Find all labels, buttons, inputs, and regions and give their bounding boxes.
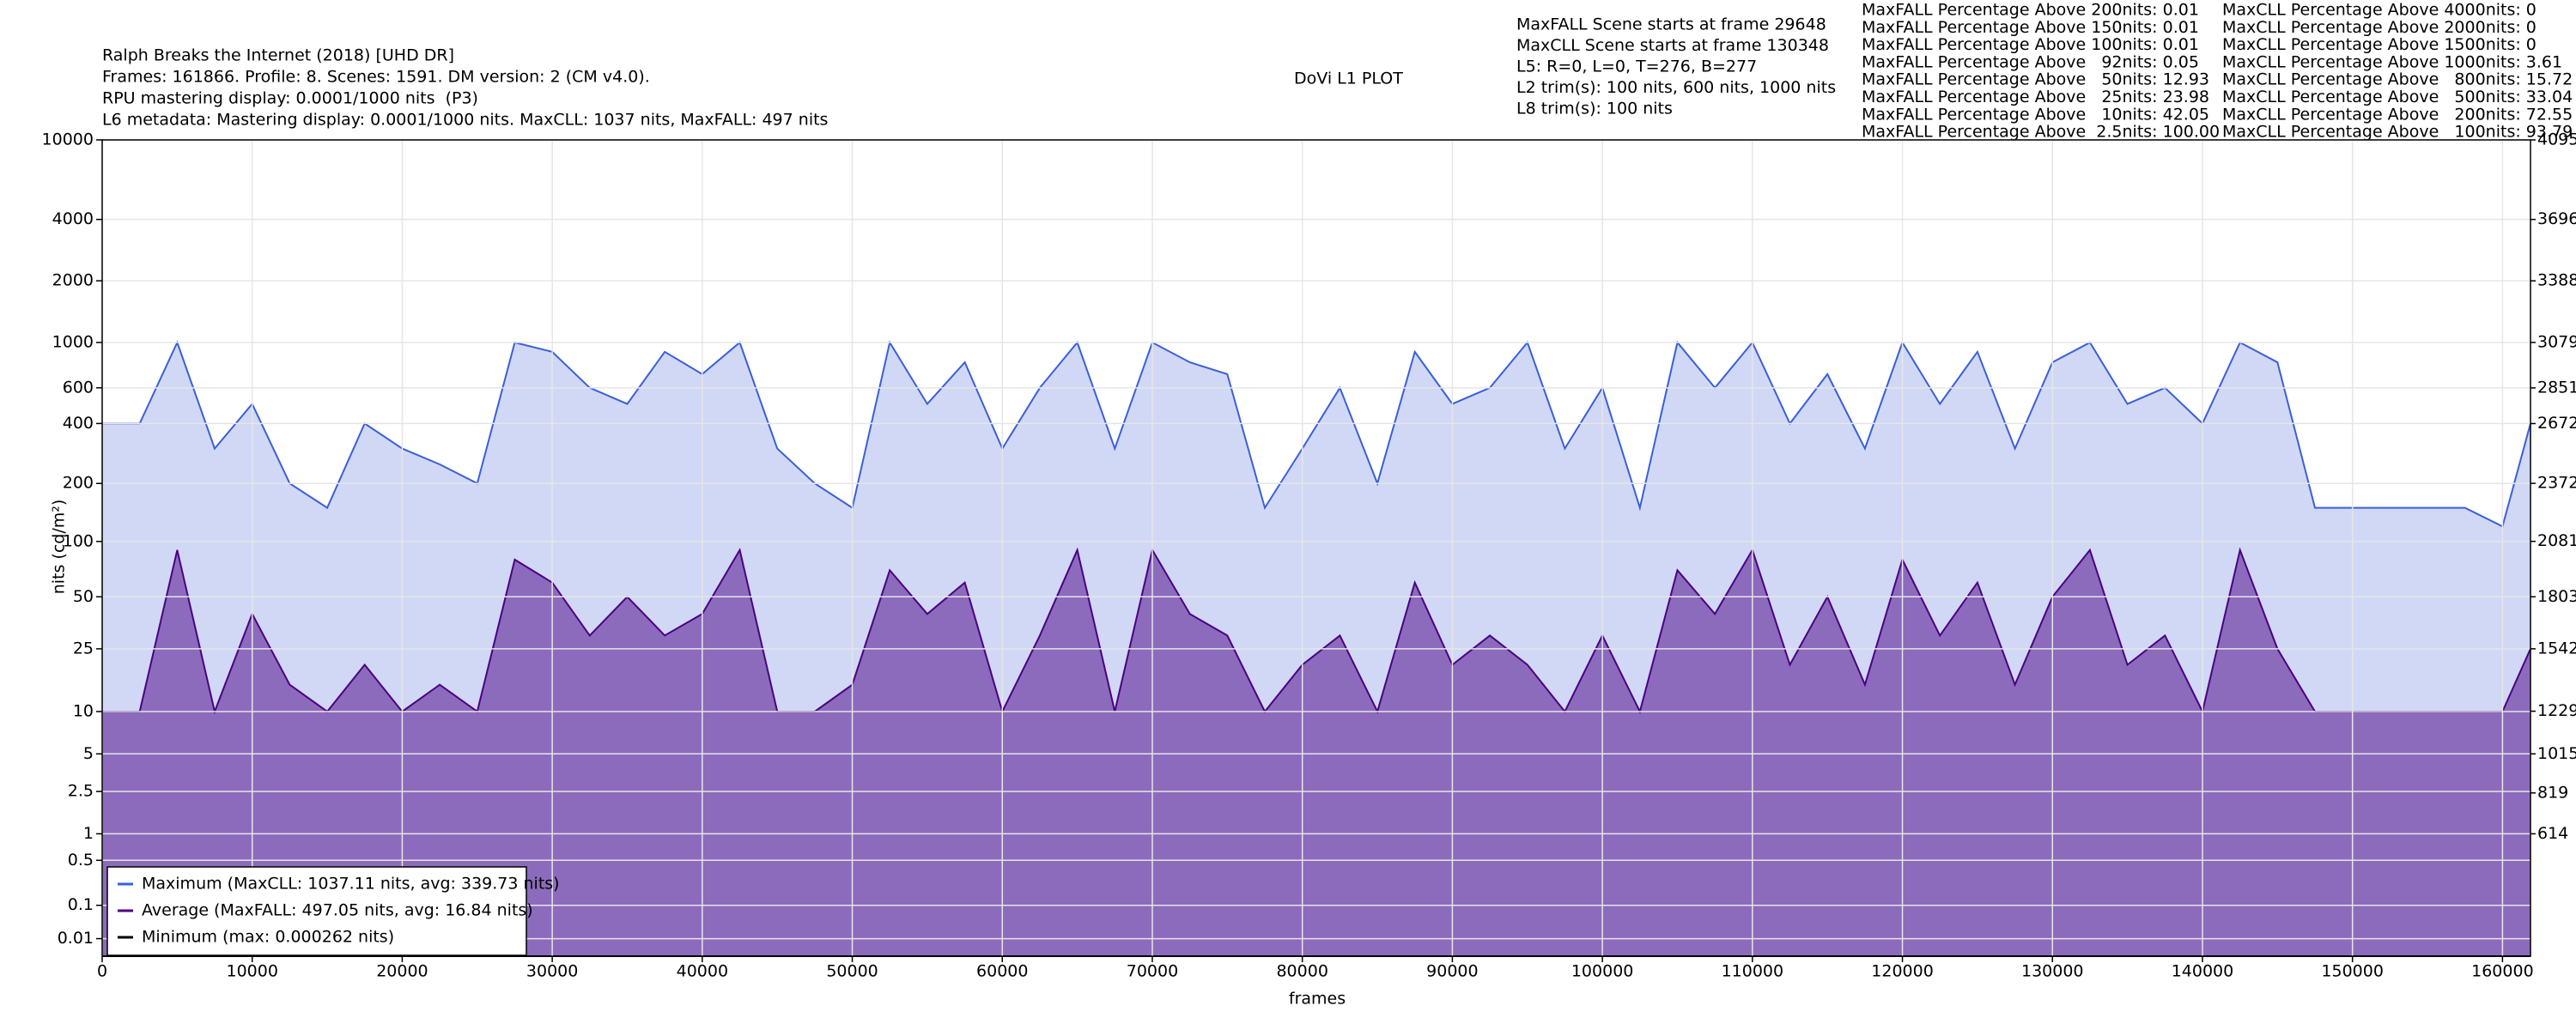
x-tick-label: 20000	[376, 962, 428, 981]
y2-tick-label: 1229	[2537, 701, 2576, 720]
y-tick-label: 0.5	[68, 851, 94, 869]
x-tick-label: 130000	[2021, 962, 2084, 981]
legend: Maximum (MaxCLL: 1037.11 nits, avg: 339.…	[106, 866, 560, 956]
info-line: RPU mastering display: 0.0001/1000 nits …	[102, 89, 478, 108]
x-tick-label: 110000	[1722, 962, 1784, 981]
info-line: Frames: 161866. Profile: 8. Scenes: 1591…	[102, 68, 650, 87]
scene-line: L2 trim(s): 100 nits, 600 nits, 1000 nit…	[1516, 78, 1836, 97]
y-tick-label: 200	[63, 474, 94, 493]
y-tick-label: 4000	[52, 209, 94, 228]
plot-frame	[101, 139, 2531, 957]
chart-title: DoVi L1 PLOT	[1294, 70, 1403, 88]
maxfall-stat: MaxFALL Percentage Above 50nits: 12.93	[1862, 70, 2209, 89]
x-axis-label: frames	[1289, 990, 1346, 1009]
maxcll-stat: MaxCLL Percentage Above 1000nits: 3.61	[2222, 52, 2562, 71]
y2-tick-label: 2081	[2537, 531, 2576, 550]
y-tick-label: 100	[63, 531, 94, 550]
y-tick-label: 10	[73, 701, 94, 720]
x-tick-label: 50000	[826, 962, 878, 981]
maxcll-stat: MaxCLL Percentage Above 800nits: 15.72	[2222, 70, 2573, 89]
x-tick-label: 80000	[1276, 962, 1327, 981]
y2-tick-label: 3696	[2537, 209, 2576, 228]
legend-label: Average (MaxFALL: 497.05 nits, avg: 16.8…	[142, 901, 533, 920]
info-line: L6 metadata: Mastering display: 0.0001/1…	[102, 111, 828, 130]
maxcll-stat: MaxCLL Percentage Above 200nits: 72.55	[2222, 105, 2573, 124]
x-tick-label: 140000	[2172, 962, 2234, 981]
maxcll-stat: MaxCLL Percentage Above 100nits: 93.79	[2222, 123, 2573, 142]
x-tick-label: 40000	[677, 962, 728, 981]
scene-line: L8 trim(s): 100 nits	[1516, 100, 1673, 118]
y-tick-label: 1000	[52, 333, 94, 352]
y2-tick-label: 1803	[2537, 587, 2576, 606]
maxfall-stat: MaxFALL Percentage Above 10nits: 42.05	[1862, 105, 2209, 124]
legend-box	[106, 866, 527, 956]
y2-tick-label: 4095	[2537, 130, 2576, 149]
y-tick-label: 10000	[42, 130, 94, 149]
y-tick-label: 0.1	[68, 895, 94, 914]
y-tick-label: 5	[83, 744, 94, 763]
series-area	[102, 549, 2530, 956]
y-tick-label: 2.5	[68, 782, 94, 801]
legend-label: Minimum (max: 0.000262 nits)	[142, 928, 394, 947]
scene-line: MaxFALL Scene starts at frame 29648	[1516, 15, 1826, 34]
y2-tick-label: 3388	[2537, 271, 2576, 290]
y-tick-label: 50	[73, 587, 94, 606]
y2-tick-label: 819	[2537, 783, 2568, 802]
x-tick-label: 70000	[1127, 962, 1178, 981]
maxfall-stat: MaxFALL Percentage Above 200nits: 0.01	[1862, 1, 2199, 20]
maxcll-stat: MaxCLL Percentage Above 4000nits: 0	[2222, 1, 2537, 20]
x-tick-label: 0	[97, 962, 107, 981]
x-tick-label: 10000	[226, 962, 277, 981]
y-axis-label: nits (cd/m²)	[50, 500, 69, 595]
y-tick-label: 600	[63, 378, 94, 397]
y-tick-label: 2000	[52, 271, 94, 290]
x-tick-label: 160000	[2471, 962, 2534, 981]
y2-tick-label: 2372	[2537, 474, 2576, 493]
maxfall-stat: MaxFALL Percentage Above 150nits: 0.01	[1862, 18, 2199, 37]
maxcll-stat: MaxCLL Percentage Above 2000nits: 0	[2222, 18, 2537, 37]
scene-line: MaxCLL Scene starts at frame 130348	[1516, 36, 1829, 55]
x-tick-label: 150000	[2321, 962, 2384, 981]
scene-line: L5: R=0, L=0, T=276, B=277	[1516, 58, 1757, 76]
y-tick-label: 25	[73, 639, 94, 657]
maxfall-stat: MaxFALL Percentage Above 25nits: 23.98	[1862, 88, 2209, 106]
x-tick-label: 90000	[1426, 962, 1478, 981]
y2-tick-label: 3079	[2537, 332, 2576, 351]
y2-tick-label: 2851	[2537, 378, 2576, 397]
x-tick-label: 100000	[1571, 962, 1634, 981]
series-line	[102, 340, 2531, 528]
info-line: Ralph Breaks the Internet (2018) [UHD DR…	[102, 46, 454, 65]
y2-tick-label: 2672	[2537, 414, 2576, 433]
maxcll-stat: MaxCLL Percentage Above 500nits: 33.04	[2222, 88, 2573, 106]
y-tick-label: 0.01	[58, 929, 94, 948]
maxcll-stat: MaxCLL Percentage Above 1500nits: 0	[2222, 35, 2537, 54]
y2-tick-label: 1542	[2537, 639, 2576, 657]
y2-tick-label: 614	[2537, 824, 2568, 843]
x-tick-label: 120000	[1871, 962, 1934, 981]
series-line	[102, 547, 2531, 715]
maxfall-stat: MaxFALL Percentage Above 92nits: 0.05	[1862, 52, 2199, 71]
x-tick-label: 60000	[976, 962, 1028, 981]
maxfall-stat: MaxFALL Percentage Above 2.5nits: 100.00	[1862, 123, 2220, 142]
x-tick-label: 30000	[526, 962, 578, 981]
maxfall-stat: MaxFALL Percentage Above 100nits: 0.01	[1862, 35, 2199, 54]
y-tick-label: 1	[83, 824, 94, 843]
y-tick-label: 400	[63, 414, 94, 433]
y2-tick-label: 1015	[2537, 744, 2576, 763]
legend-label: Maximum (MaxCLL: 1037.11 nits, avg: 339.…	[142, 875, 560, 894]
